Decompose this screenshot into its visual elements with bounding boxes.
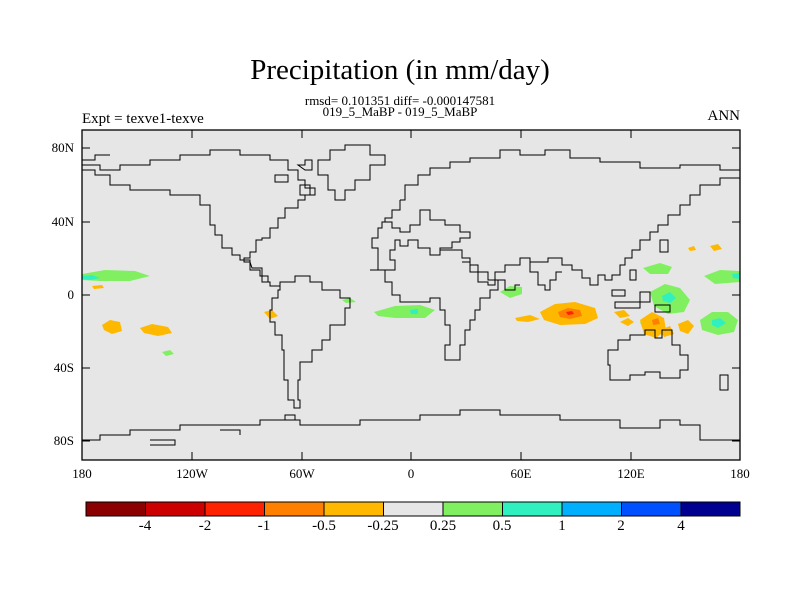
contour-negative [652,318,660,325]
coastlines [82,144,740,446]
lon-label-60w: 60W [289,466,315,481]
lon-label-60e: 60E [510,466,532,481]
colorbar-swatch [204,501,265,517]
contour-negative [566,311,574,315]
colorbar-label: 4 [677,518,685,534]
contour-positive [662,292,676,303]
lon-label-180w: 180 [72,466,92,481]
contour-negative [92,285,104,289]
colorbar-label: -4 [138,518,152,534]
contour-negative [515,315,540,322]
contour-positive [374,305,435,318]
colorbar-swatch [383,501,444,517]
axis-ticks [81,130,741,460]
contour-negative [614,310,630,318]
lat-label-80n: 80N [51,140,74,155]
lon-label-120w: 120W [176,466,208,481]
colorbar-label: -0.5 [312,518,336,534]
colorbar-label: 0.25 [429,518,457,534]
contour-negative [688,246,696,251]
lon-label-120e: 120E [617,466,645,481]
contour-negative [140,324,172,336]
colorbar-swatch [561,501,622,517]
case-subtitle: 019_5_MaBP - 019_5_MaBP [322,104,478,119]
contour-negative [264,310,278,319]
season-label: ANN [707,108,741,124]
map-background [82,130,740,460]
lat-label-80s: 80S [53,433,74,448]
colorbar-label: -2 [198,518,212,534]
colorbar-label: 0.5 [492,518,512,534]
colorbar-swatch [85,501,146,517]
contour-positive [704,270,740,284]
colorbar-swatch [502,501,563,517]
experiment-label: Expt = texve1-texve [82,111,204,127]
colorbar-swatch [680,501,741,517]
contour-positive [712,318,726,328]
colorbar-swatch [621,501,682,517]
lat-label-40s: 40S [53,360,74,375]
colorbar-label: -1 [257,518,271,534]
colorbar [85,501,741,517]
colorbar-swatch [264,501,325,517]
map-title: Precipitation (in mm/day) [250,54,550,86]
colorbar-label: 1 [558,518,566,534]
contour-positive [82,270,150,281]
contour-positive [342,298,356,303]
colorbar-label: -0.25 [367,518,399,534]
contour-fields [82,244,740,356]
rmsd-diff-stats: rmsd= 0.101351 diff= -0.000147581 [304,93,496,108]
contour-negative [620,318,634,326]
contour-positive [162,350,174,356]
contour-negative [102,320,122,334]
colorbar-label: 2 [617,518,625,534]
colorbar-swatch [145,501,206,517]
lon-label-0: 0 [407,466,415,481]
contour-positive [643,263,672,274]
contour-positive [410,309,418,314]
contour-negative [678,320,694,334]
contour-negative [710,244,722,251]
contour-positive [82,275,100,280]
colorbar-swatch [323,501,384,517]
lat-label-0: 0 [67,287,75,302]
contour-positive [732,273,740,279]
lon-label-180e: 180 [730,466,750,481]
lat-label-40n: 40N [51,214,74,229]
colorbar-swatch [442,501,503,517]
contour-negative [660,326,674,337]
